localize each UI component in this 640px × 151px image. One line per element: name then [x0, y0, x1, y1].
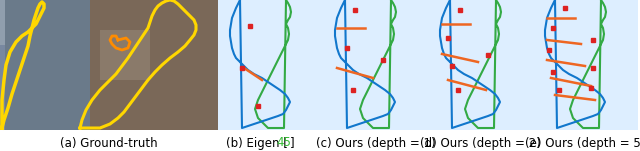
Bar: [428, 0, 533, 130]
Bar: [100, 30, 150, 80]
Bar: [5, 0, 90, 130]
Bar: [323, 0, 428, 130]
Bar: [323, 0, 428, 130]
Text: (a) Ground-truth: (a) Ground-truth: [60, 137, 158, 149]
Bar: [428, 0, 533, 130]
Bar: [218, 0, 323, 130]
Bar: [533, 0, 638, 130]
Bar: [0, 0, 218, 45]
Text: 45: 45: [276, 137, 291, 149]
Bar: [90, 0, 218, 130]
Text: (b) Eigen [: (b) Eigen [: [225, 137, 287, 149]
Text: (d) Ours (depth = 2): (d) Ours (depth = 2): [420, 137, 541, 149]
Bar: [533, 0, 638, 130]
Bar: [0, 0, 218, 130]
Text: (c) Ours (depth = 1): (c) Ours (depth = 1): [316, 137, 435, 149]
Bar: [218, 0, 323, 130]
Text: (e) Ours (depth = 5): (e) Ours (depth = 5): [525, 137, 640, 149]
Text: ]: ]: [290, 137, 295, 149]
